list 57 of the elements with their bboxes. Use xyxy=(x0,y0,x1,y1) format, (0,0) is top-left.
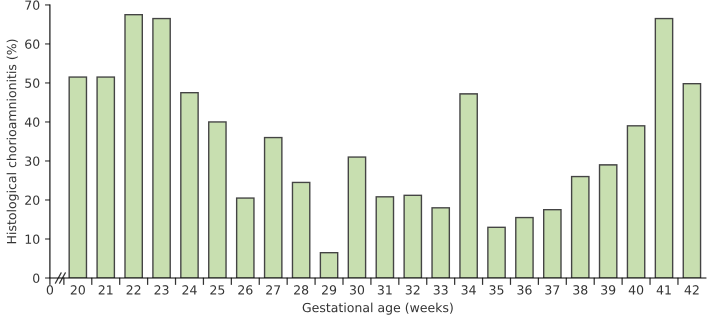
x-tick-label: 29 xyxy=(322,285,336,295)
bar xyxy=(654,18,674,278)
y-tick-label: 20 xyxy=(25,195,40,205)
bar xyxy=(124,14,143,278)
bar xyxy=(515,216,534,278)
x-tick-label: 23 xyxy=(154,285,169,295)
bar xyxy=(598,164,618,278)
y-tick-label: 40 xyxy=(24,117,40,127)
bar xyxy=(348,156,366,278)
bar xyxy=(180,92,199,278)
bar xyxy=(682,83,702,278)
x-tick-label: 0 xyxy=(46,285,54,295)
x-tick-label: 20 xyxy=(70,285,85,295)
x-tick-label: 24 xyxy=(182,285,197,294)
y-tick-label: 10 xyxy=(26,234,40,244)
y-tick-label: 60 xyxy=(25,39,40,49)
bar xyxy=(403,194,422,278)
bar xyxy=(292,182,310,278)
x-tick-label: 28 xyxy=(294,285,308,295)
y-tick-label: 0 xyxy=(33,273,40,283)
bar xyxy=(431,207,450,278)
bar xyxy=(96,76,116,278)
y-axis-title: Histological chorioamnionitis (%) xyxy=(6,40,19,244)
bar xyxy=(236,197,255,278)
x-tick-label: 32 xyxy=(406,285,420,295)
x-tick-label: 21 xyxy=(98,285,113,294)
x-axis-title: Gestational age (weeks) xyxy=(302,302,453,315)
x-tick-label: 33 xyxy=(434,285,448,295)
x-tick-label: 27 xyxy=(266,285,280,294)
bar xyxy=(487,226,506,278)
bar xyxy=(626,125,646,278)
x-tick-label: 36 xyxy=(517,285,532,295)
x-tick-label: 37 xyxy=(545,285,560,295)
bar xyxy=(543,209,562,278)
x-tick-label: 22 xyxy=(126,285,140,294)
x-tick-label: 42 xyxy=(684,285,699,294)
x-tick-label: 40 xyxy=(628,285,644,295)
x-tick-label: 38 xyxy=(573,285,588,295)
bar xyxy=(68,76,88,278)
x-tick-label: 39 xyxy=(601,285,616,295)
y-tick-label: 70 xyxy=(25,0,40,10)
x-tick-label: 35 xyxy=(490,285,504,295)
x-tick-label: 25 xyxy=(210,285,224,295)
bar xyxy=(320,252,338,278)
x-tick-label: 26 xyxy=(238,285,252,295)
x-tick-label: 41 xyxy=(656,285,671,294)
bar xyxy=(208,121,227,278)
x-tick-label: 31 xyxy=(378,285,392,295)
x-tick-label: 34 xyxy=(462,285,476,295)
bar xyxy=(376,196,394,278)
bar xyxy=(570,176,590,278)
y-tick-label: 50 xyxy=(25,78,40,88)
bar xyxy=(459,93,478,278)
y-tick-label: 30 xyxy=(25,156,40,166)
bar xyxy=(264,136,283,278)
x-tick-label: 30 xyxy=(350,285,364,295)
bar xyxy=(152,18,171,278)
